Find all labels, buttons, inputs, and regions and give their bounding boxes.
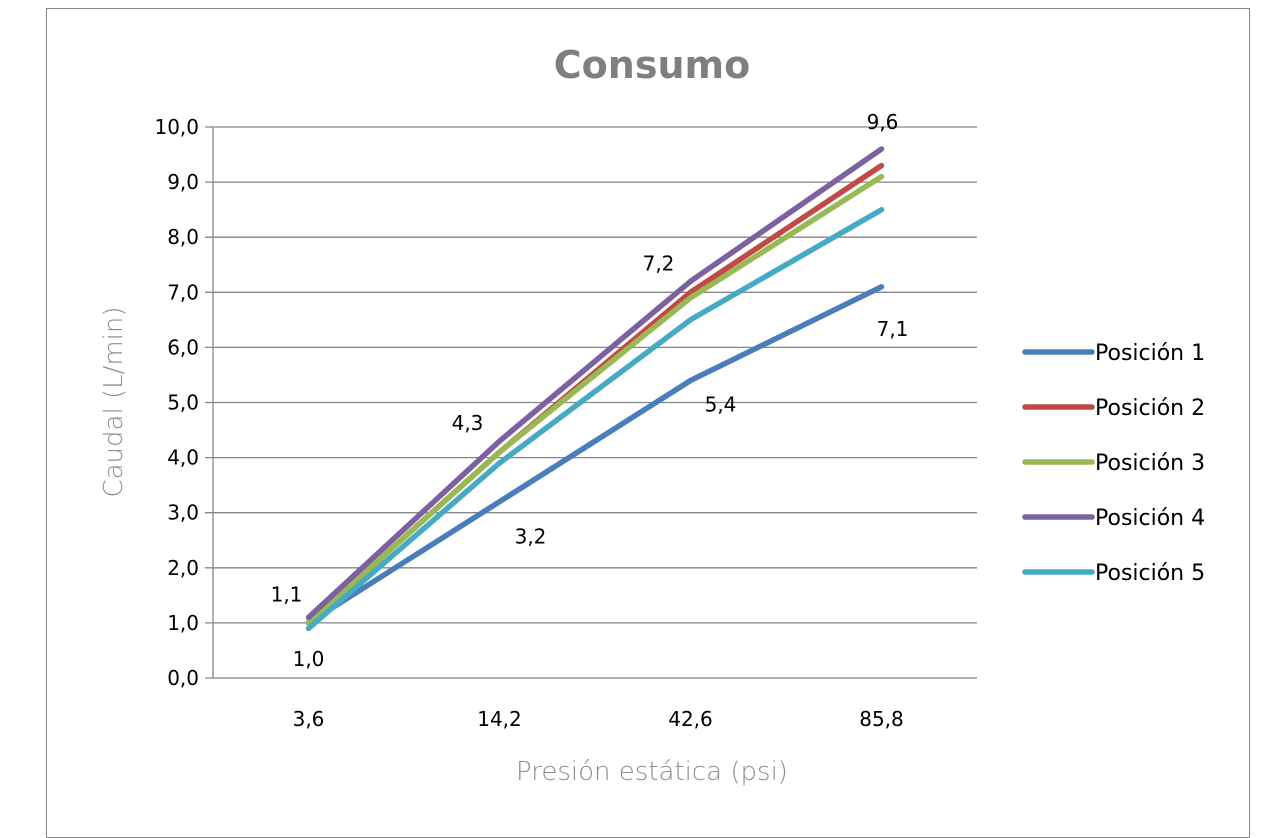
y-tick-label: 3,0 [167,501,199,525]
y-tick-label: 0,0 [167,666,199,690]
series-line [305,173,885,626]
data-label: 1,1 [271,582,303,606]
y-tick-label: 6,0 [167,335,199,359]
chart-area [46,8,1250,838]
legend: Posición 1 Posición 2 Posición 3 Posición 4… [1022,341,1205,586]
y-tick-label: 8,0 [167,225,199,249]
data-label: 7,1 [877,317,909,341]
legend-label: Posición 5 [1095,561,1205,586]
x-tick-label: 85,8 [859,707,904,731]
data-label: 5,4 [705,392,737,416]
y-tick-label: 5,0 [167,391,199,415]
legend-label: Posición 4 [1095,506,1205,531]
chart-title: Consumo [554,43,750,87]
x-tick-label: 42,6 [668,707,713,731]
x-tick-label: 3,6 [293,707,325,731]
line-chart: 0,0 1,0 2,0 3,0 4,0 5,0 6,0 7,0 8,0 9,0 10,0 3,6 14,… [99,43,1205,787]
data-label: 7,2 [643,251,675,275]
x-tick-label: 14,2 [477,707,522,731]
data-label: 1,0 [293,647,325,671]
y-tick-label: 1,0 [167,611,199,635]
legend-label: Posición 3 [1095,451,1205,476]
series-line [305,146,885,621]
y-tick-label: 10,0 [154,115,199,139]
grid-lines [205,126,977,679]
legend-label: Posición 1 [1095,341,1205,366]
y-tick-label: 9,0 [167,170,199,194]
y-tick-label: 7,0 [167,280,199,304]
series-line [305,284,885,626]
data-label: 4,3 [452,411,484,435]
y-axis-title: Caudal (L/min) [99,306,129,497]
series-line [305,206,885,632]
axes: 0,0 1,0 2,0 3,0 4,0 5,0 6,0 7,0 8,0 9,0 10,0 3,6 14,… [154,115,903,731]
data-label: 9,6 [867,110,899,134]
data-labels: 1,0 3,2 5,4 7,1 1,1 4,3 7,2 9,6 [271,110,909,671]
data-label: 3,2 [515,525,547,549]
y-tick-label: 2,0 [167,556,199,580]
x-axis-title: Presión estática (psi) [516,757,788,787]
legend-label: Posición 2 [1095,396,1205,421]
series-lines [305,146,885,632]
y-tick-label: 4,0 [167,446,199,470]
